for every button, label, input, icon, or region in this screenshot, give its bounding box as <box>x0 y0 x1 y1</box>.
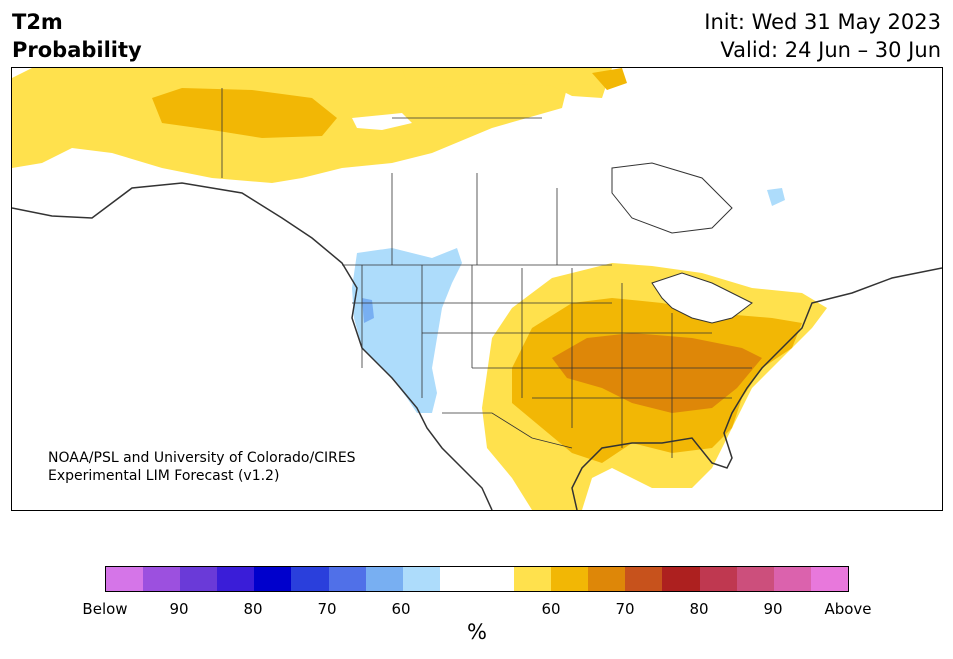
colorbar-segment <box>402 567 440 591</box>
colorbar-segment <box>254 567 292 591</box>
credit-line-2: Experimental LIM Forecast (v1.2) <box>48 468 280 484</box>
colorbar-tick-label: 70 <box>615 600 635 618</box>
below-region-west-core <box>362 298 374 323</box>
map-canvas <box>12 68 942 510</box>
colorbar-segment <box>328 567 366 591</box>
colorbar-tick-label: 70 <box>317 600 337 618</box>
colorbar-segment <box>180 567 218 591</box>
colorbar-segment <box>439 567 477 591</box>
above-region-east-arctic-core <box>592 68 627 90</box>
colorbar-tick-label: 90 <box>169 600 189 618</box>
above-region-east-peak <box>552 333 762 413</box>
colorbar-segment <box>588 567 626 591</box>
colorbar-segment <box>476 567 515 591</box>
title-subtitle: Probability <box>12 38 142 62</box>
colorbar-segment <box>662 567 700 591</box>
west-coastline <box>12 182 493 510</box>
credit-line-1: NOAA/PSL and University of Colorado/CIRE… <box>48 450 356 466</box>
great-lakes <box>651 272 753 324</box>
east-coastline <box>571 267 942 510</box>
forecast-dates: Init: Wed 31 May 2023 Valid: 24 Jun – 30… <box>704 8 941 64</box>
colorbar-segment <box>291 567 329 591</box>
colorbar-tick-label: 80 <box>689 600 709 618</box>
hudson-bay <box>611 162 733 234</box>
below-region-west <box>352 248 462 413</box>
colorbar-tick-label: Above <box>824 600 872 618</box>
valid-range: Valid: 24 Jun – 30 Jun <box>720 38 941 62</box>
colorbar-segment <box>217 567 255 591</box>
below-region-baffin <box>767 188 785 206</box>
colorbar-tick-label: 60 <box>541 600 561 618</box>
colorbar <box>105 566 849 592</box>
map-title: T2m Probability <box>12 8 142 64</box>
colorbar-tick-label: Below <box>82 600 128 618</box>
title-variable: T2m <box>12 10 63 34</box>
colorbar-segment <box>810 567 848 591</box>
colorbar-segment <box>143 567 181 591</box>
above-region-east-arctic <box>402 68 612 98</box>
colorbar-tick-label: 90 <box>763 600 783 618</box>
colorbar-unit: % <box>467 620 487 644</box>
colorbar-segment <box>736 567 774 591</box>
credit-text: NOAA/PSL and University of Colorado/CIRE… <box>48 449 356 485</box>
hudson-gap <box>352 113 412 130</box>
colorbar-tick-label: 60 <box>391 600 411 618</box>
colorbar-segment <box>551 567 589 591</box>
colorbar-segment <box>514 567 552 591</box>
colorbar-segment <box>106 567 144 591</box>
probability-map <box>11 67 943 511</box>
political-borders <box>221 88 752 458</box>
above-region-north-core <box>152 88 337 138</box>
colorbar-segment <box>699 567 737 591</box>
init-date: Init: Wed 31 May 2023 <box>704 10 941 34</box>
colorbar-segment <box>773 567 811 591</box>
colorbar-segment <box>625 567 663 591</box>
colorbar-tick-label: 80 <box>243 600 263 618</box>
colorbar-segment <box>365 567 403 591</box>
